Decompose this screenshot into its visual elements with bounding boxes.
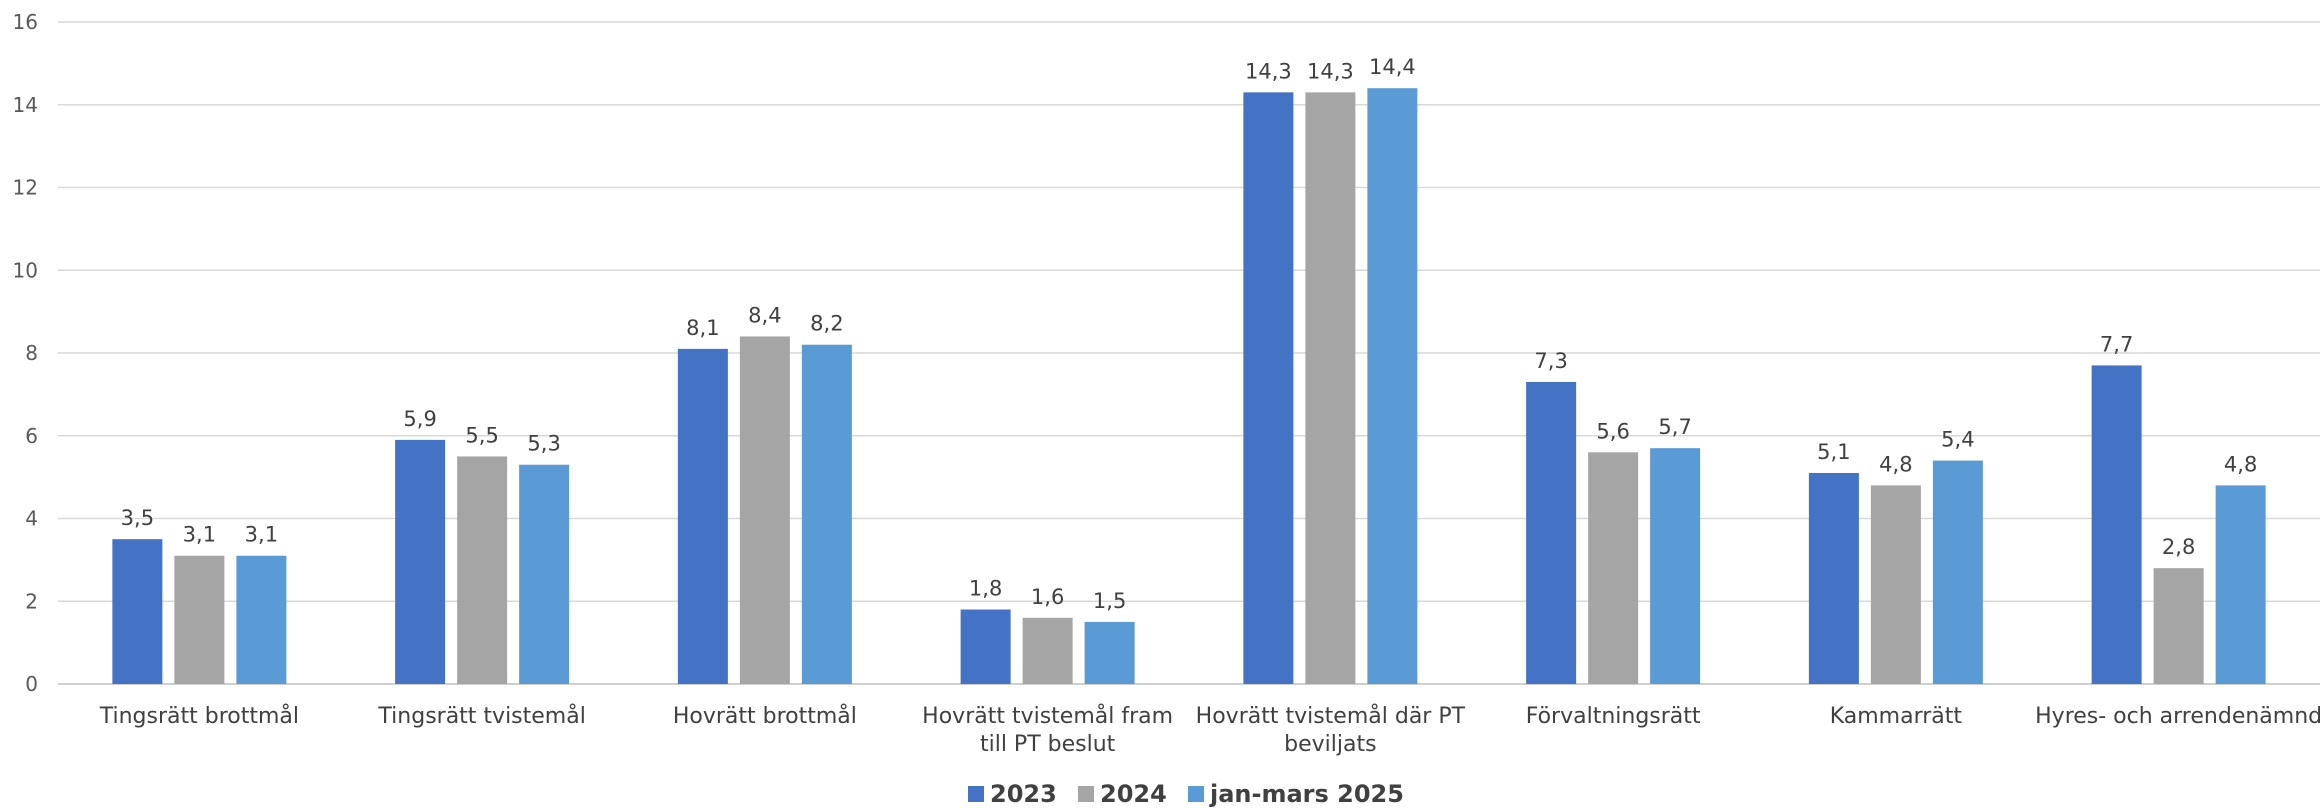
data-label: 5,5 — [465, 423, 498, 447]
bar — [1870, 485, 1921, 684]
data-label: 1,8 — [969, 577, 1002, 601]
data-label: 5,3 — [527, 432, 560, 456]
y-tick-label: 12 — [13, 176, 38, 200]
bar — [174, 555, 225, 684]
bar — [801, 344, 852, 684]
legend-label: jan-mars 2025 — [1209, 780, 1404, 808]
data-label: 7,7 — [2100, 332, 2133, 356]
bar — [960, 609, 1011, 684]
data-label: 14,3 — [1245, 59, 1292, 83]
x-axis-categories: Tingsrätt brottmål Tingsrätt tvistemål Hov… — [99, 703, 2320, 757]
category-label: Hovrätt tvistemål där PT — [1196, 703, 1466, 729]
y-axis-ticks: 0 2 4 6 8 10 12 14 16 — [13, 10, 38, 696]
data-labels: 3,5 3,1 3,1 5,9 5,5 5,3 8,1 8,4 8,2 1,8 1,6 1,5 14,3… — [121, 55, 2258, 613]
bar — [236, 555, 287, 684]
category-label: Tingsrätt tvistemål — [377, 703, 585, 729]
data-label: 3,1 — [245, 523, 278, 547]
bar — [1022, 617, 1073, 684]
data-label: 5,7 — [1658, 415, 1691, 439]
data-label: 3,5 — [121, 506, 154, 530]
y-tick-label: 10 — [13, 258, 38, 282]
legend-label: 2024 — [1100, 780, 1167, 808]
data-label: 5,4 — [1941, 428, 1974, 452]
category-label: Hovrätt brottmål — [673, 703, 857, 729]
y-tick-label: 6 — [25, 424, 38, 448]
bar — [677, 348, 728, 684]
legend-swatch — [1078, 786, 1094, 802]
bars — [112, 88, 2266, 684]
bar — [1526, 381, 1577, 684]
bar — [2091, 365, 2142, 684]
bar — [2153, 568, 2204, 684]
category-label: Förvaltningsrätt — [1526, 704, 1701, 729]
category-label: beviljats — [1284, 732, 1376, 757]
bar — [1305, 92, 1356, 684]
y-tick-label: 4 — [25, 507, 38, 531]
bar — [112, 539, 163, 684]
bar — [1650, 448, 1701, 684]
bar — [1243, 92, 1294, 684]
y-tick-label: 14 — [13, 93, 38, 117]
data-label: 5,1 — [1817, 440, 1850, 464]
category-label: till PT beslut — [980, 732, 1116, 757]
bar — [2215, 485, 2266, 684]
data-label: 1,6 — [1031, 585, 1064, 609]
data-label: 4,8 — [1879, 452, 1912, 476]
data-label: 14,3 — [1307, 59, 1354, 83]
bar — [1367, 88, 1418, 684]
bar — [1084, 621, 1135, 684]
data-label: 8,1 — [686, 316, 719, 340]
data-label: 8,2 — [810, 312, 843, 336]
category-label: Hyres- och arrendenämnd — [2035, 704, 2320, 729]
category-label: Tingsrätt brottmål — [99, 703, 299, 729]
bar — [739, 336, 790, 684]
data-label: 5,9 — [403, 407, 436, 431]
bar — [1588, 452, 1639, 684]
data-label: 5,6 — [1596, 419, 1629, 443]
legend-swatch — [1188, 786, 1204, 802]
category-label: Kammarrätt — [1830, 704, 1963, 729]
bar — [519, 464, 570, 684]
category-label: Hovrätt tvistemål fram — [922, 703, 1173, 729]
data-label: 7,3 — [1534, 349, 1567, 373]
data-label: 14,4 — [1369, 55, 1416, 79]
data-label: 4,8 — [2224, 452, 2257, 476]
bar — [457, 456, 508, 684]
legend: 2023 2024 jan-mars 2025 — [968, 780, 1404, 808]
legend-swatch — [968, 786, 984, 802]
data-label: 2,8 — [2162, 535, 2195, 559]
bar — [395, 439, 446, 684]
bar — [1808, 472, 1859, 684]
y-tick-label: 2 — [25, 589, 38, 613]
data-label: 1,5 — [1093, 589, 1126, 613]
y-tick-label: 0 — [25, 672, 38, 696]
data-label: 3,1 — [183, 523, 216, 547]
data-label: 8,4 — [748, 303, 781, 327]
y-tick-label: 16 — [13, 10, 38, 34]
bar — [1932, 460, 1983, 684]
y-tick-label: 8 — [25, 341, 38, 365]
legend-label: 2023 — [990, 780, 1057, 808]
